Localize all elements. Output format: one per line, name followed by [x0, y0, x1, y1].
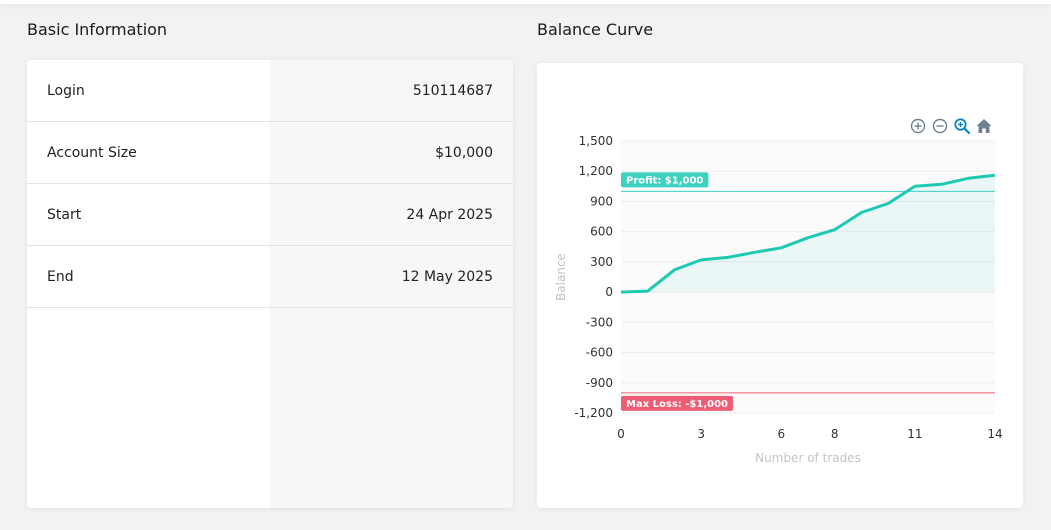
y-tick-label: 900 — [590, 194, 613, 208]
y-axis-label: Balance — [554, 253, 568, 301]
value-column-background — [270, 60, 513, 508]
y-tick-label: 300 — [590, 255, 613, 269]
y-tick-label: 0 — [605, 285, 613, 299]
zoom-out-icon[interactable] — [931, 117, 949, 135]
info-value: $10,000 — [435, 144, 493, 161]
info-value: 12 May 2025 — [401, 268, 493, 285]
x-tick-label: 8 — [831, 427, 839, 441]
info-row-account-size: Account Size $10,000 — [27, 122, 513, 184]
x-tick-label: 3 — [697, 427, 705, 441]
y-tick-label: -300 — [586, 315, 613, 329]
x-axis-ticks: 0 3 6 8 11 14 — [617, 427, 1002, 441]
info-row-login: Login 510114687 — [27, 60, 513, 122]
info-value: 24 Apr 2025 — [406, 206, 493, 223]
balance-curve-card: 1,500 1,200 900 600 300 0 -300 -600 -900 -1,200 0… — [537, 63, 1023, 508]
x-tick-label: 0 — [617, 427, 625, 441]
top-card-edge — [0, 0, 1051, 4]
info-label: End — [47, 268, 74, 285]
y-tick-label: -1,200 — [574, 406, 613, 420]
chart-toolbar — [909, 117, 993, 135]
balance-curve-title: Balance Curve — [537, 20, 654, 39]
info-row-end: End 12 May 2025 — [27, 246, 513, 308]
balance-area — [621, 175, 995, 293]
zoom-select-icon[interactable] — [953, 117, 971, 135]
basic-information-title: Basic Information — [27, 20, 168, 39]
x-tick-label: 14 — [987, 427, 1002, 441]
y-tick-label: -600 — [586, 346, 613, 360]
y-tick-label: 600 — [590, 225, 613, 239]
x-tick-label: 6 — [777, 427, 785, 441]
x-axis-label: Number of trades — [755, 451, 861, 465]
max-loss-text: Max Loss: -$1,000 — [626, 399, 728, 410]
profit-target-text: Profit: $1,000 — [626, 175, 703, 186]
y-tick-label: -900 — [586, 376, 613, 390]
basic-information-card: Login 510114687 Account Size $10,000 Sta… — [27, 60, 513, 508]
y-axis-ticks: 1,500 1,200 900 600 300 0 -300 -600 -900 -1,200 — [574, 134, 613, 420]
x-tick-label: 11 — [907, 427, 922, 441]
info-label: Account Size — [47, 144, 137, 161]
profit-target-label: Profit: $1,000 — [621, 172, 709, 188]
info-label: Start — [47, 206, 82, 223]
info-row-start: Start 24 Apr 2025 — [27, 184, 513, 246]
home-icon[interactable] — [975, 117, 993, 135]
grid-lines — [621, 140, 995, 414]
y-tick-label: 1,200 — [579, 164, 613, 178]
info-label: Login — [47, 82, 85, 99]
y-tick-label: 1,500 — [579, 134, 613, 148]
info-value: 510114687 — [412, 82, 493, 99]
balance-chart: 1,500 1,200 900 600 300 0 -300 -600 -900 -1,200 0… — [554, 134, 1003, 465]
zoom-in-icon[interactable] — [909, 117, 927, 135]
max-loss-label: Max Loss: -$1,000 — [621, 395, 733, 411]
